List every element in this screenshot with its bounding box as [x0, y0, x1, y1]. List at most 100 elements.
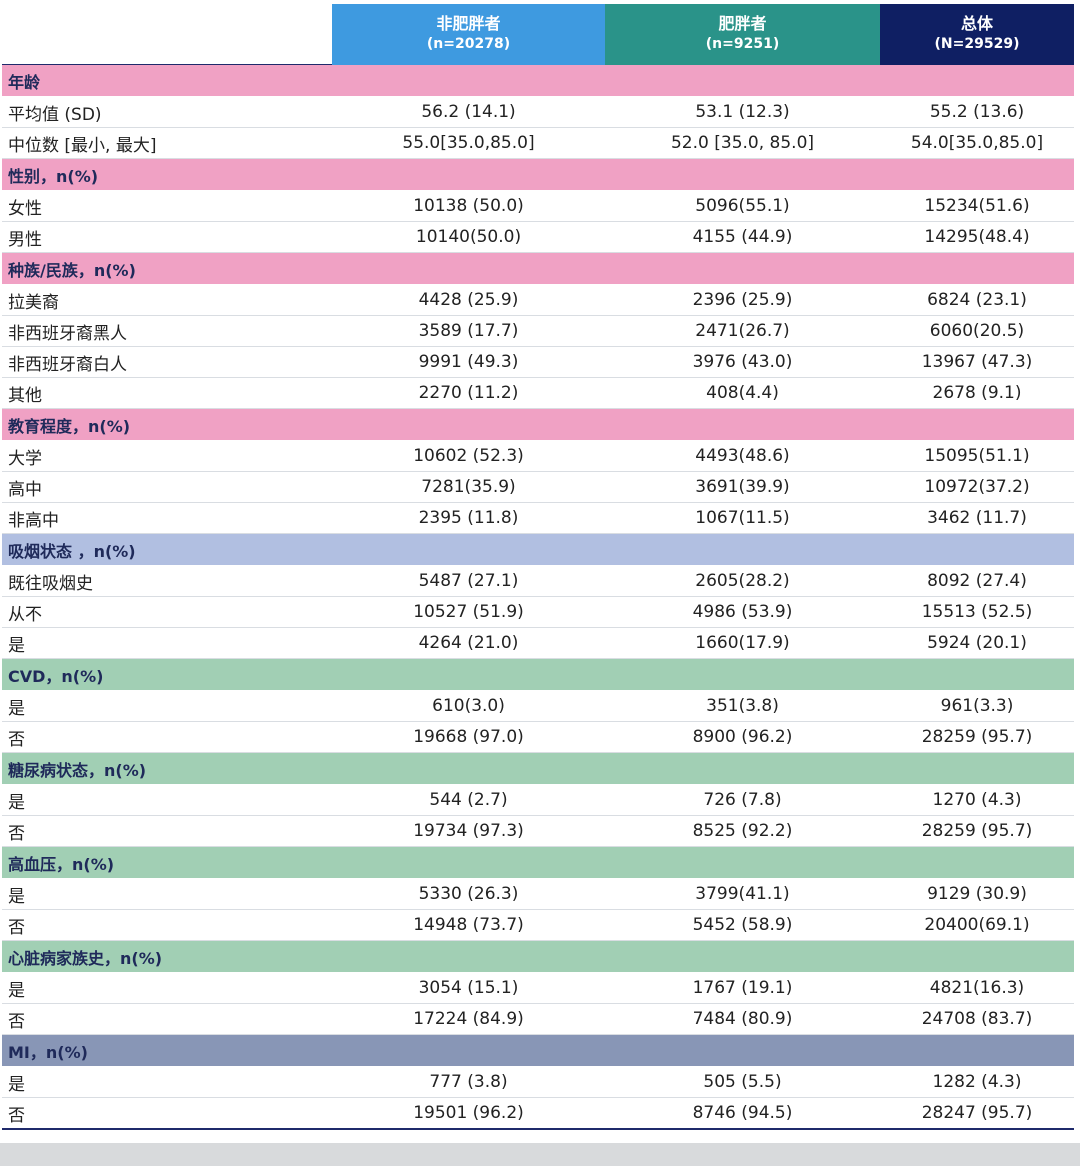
row-label: 是 [2, 1066, 332, 1098]
value-obese: 351(3.8) [605, 690, 880, 722]
table-row: 男性 10140(50.0) 4155 (44.9) 14295(48.4) [2, 221, 1074, 253]
section-title: CVD，n(%) [2, 658, 1074, 691]
value-non-obese: 4264 (21.0) [332, 627, 605, 659]
value-obese: 4986 (53.9) [605, 596, 880, 628]
value-overall: 14295(48.4) [880, 221, 1074, 253]
value-non-obese: 19501 (96.2) [332, 1097, 605, 1130]
value-non-obese: 5487 (27.1) [332, 565, 605, 597]
table-row: 否 17224 (84.9) 7484 (80.9) 24708 (83.7) [2, 1003, 1074, 1035]
value-non-obese: 5330 (26.3) [332, 878, 605, 910]
value-non-obese: 19734 (97.3) [332, 815, 605, 847]
table-row: 平均值 (SD) 56.2 (14.1) 53.1 (12.3) 55.2 (13.6… [2, 96, 1074, 128]
row-label: 非西班牙裔黑人 [2, 315, 332, 347]
section-header-row: 年龄 [2, 64, 1074, 97]
value-overall: 15513 (52.5) [880, 596, 1074, 628]
header-non-obese: 非肥胖者 (n=20278) [332, 4, 605, 65]
section-header-row: 糖尿病状态，n(%) [2, 752, 1074, 785]
header-obese: 肥胖者 (n=9251) [605, 4, 880, 65]
value-obese: 8900 (96.2) [605, 721, 880, 753]
value-overall: 4821(16.3) [880, 972, 1074, 1004]
value-obese: 726 (7.8) [605, 784, 880, 816]
table-row: 中位数 [最小, 最大] 55.0[35.0,85.0] 52.0 [35.0, 8… [2, 127, 1074, 159]
section-title: 年龄 [2, 64, 1074, 97]
table-row: 既往吸烟史 5487 (27.1) 2605(28.2) 8092 (27.4) [2, 565, 1074, 597]
table-row: 否 19734 (97.3) 8525 (92.2) 28259 (95.7) [2, 815, 1074, 847]
row-label: 拉美裔 [2, 284, 332, 316]
value-overall: 55.2 (13.6) [880, 96, 1074, 128]
value-non-obese: 544 (2.7) [332, 784, 605, 816]
section-title: 吸烟状态 ，n(%) [2, 533, 1074, 566]
value-obese: 1767 (19.1) [605, 972, 880, 1004]
table-row: 非西班牙裔黑人 3589 (17.7) 2471(26.7) 6060(20.5) [2, 315, 1074, 347]
section-title: 教育程度，n(%) [2, 408, 1074, 441]
table-header: 非肥胖者 (n=20278) 肥胖者 (n=9251) 总体 (N=29529) [2, 4, 1074, 65]
header-row: 非肥胖者 (n=20278) 肥胖者 (n=9251) 总体 (N=29529) [2, 4, 1074, 65]
header-overall-count: (N=29529) [934, 36, 1020, 53]
row-label: 女性 [2, 190, 332, 222]
table-row: 非西班牙裔白人 9991 (49.3) 3976 (43.0) 13967 (47.3… [2, 346, 1074, 378]
value-non-obese: 610(3.0) [332, 690, 605, 722]
header-blank-cell [2, 4, 332, 65]
row-label: 是 [2, 878, 332, 910]
table-row: 大学 10602 (52.3) 4493(48.6) 15095(51.1) [2, 440, 1074, 472]
row-label: 非高中 [2, 502, 332, 534]
value-non-obese: 14948 (73.7) [332, 909, 605, 941]
table-row: 是 610(3.0) 351(3.8) 961(3.3) [2, 690, 1074, 722]
row-label: 否 [2, 1003, 332, 1035]
value-overall: 24708 (83.7) [880, 1003, 1074, 1035]
value-obese: 2396 (25.9) [605, 284, 880, 316]
section-title: MI，n(%) [2, 1034, 1074, 1067]
table-row: 否 19501 (96.2) 8746 (94.5) 28247 (95.7) [2, 1097, 1074, 1130]
row-label: 大学 [2, 440, 332, 472]
row-label: 是 [2, 690, 332, 722]
value-obese: 5452 (58.9) [605, 909, 880, 941]
value-non-obese: 7281(35.9) [332, 471, 605, 503]
row-label: 是 [2, 627, 332, 659]
section-header-row: 性别，n(%) [2, 158, 1074, 191]
row-label: 否 [2, 721, 332, 753]
table-row: 是 3054 (15.1) 1767 (19.1) 4821(16.3) [2, 972, 1074, 1004]
table-row: 从不 10527 (51.9) 4986 (53.9) 15513 (52.5) [2, 596, 1074, 628]
value-obese: 3691(39.9) [605, 471, 880, 503]
row-label: 是 [2, 972, 332, 1004]
header-obese-name: 肥胖者 [718, 14, 767, 34]
value-overall: 2678 (9.1) [880, 377, 1074, 409]
value-non-obese: 10140(50.0) [332, 221, 605, 253]
header-overall-name: 总体 [960, 14, 993, 34]
row-label: 从不 [2, 596, 332, 628]
table-row: 其他 2270 (11.2) 408(4.4) 2678 (9.1) [2, 377, 1074, 409]
header-obese-count: (n=9251) [705, 36, 780, 53]
value-overall: 6824 (23.1) [880, 284, 1074, 316]
value-non-obese: 9991 (49.3) [332, 346, 605, 378]
value-non-obese: 17224 (84.9) [332, 1003, 605, 1035]
row-label: 非西班牙裔白人 [2, 346, 332, 378]
value-obese: 4493(48.6) [605, 440, 880, 472]
section-header-row: 心脏病家族史，n(%) [2, 940, 1074, 973]
section-header-row: 吸烟状态 ，n(%) [2, 533, 1074, 566]
section-header-row: 高血压，n(%) [2, 846, 1074, 879]
value-overall: 28247 (95.7) [880, 1097, 1074, 1130]
value-obese: 7484 (80.9) [605, 1003, 880, 1035]
value-overall: 8092 (27.4) [880, 565, 1074, 597]
value-overall: 10972(37.2) [880, 471, 1074, 503]
value-overall: 1270 (4.3) [880, 784, 1074, 816]
value-obese: 53.1 (12.3) [605, 96, 880, 128]
value-obese: 8525 (92.2) [605, 815, 880, 847]
table-row: 是 4264 (21.0) 1660(17.9) 5924 (20.1) [2, 627, 1074, 659]
value-obese: 4155 (44.9) [605, 221, 880, 253]
table-row: 是 544 (2.7) 726 (7.8) 1270 (4.3) [2, 784, 1074, 816]
value-obese: 52.0 [35.0, 85.0] [605, 127, 880, 159]
value-non-obese: 10138 (50.0) [332, 190, 605, 222]
section-title: 高血压，n(%) [2, 846, 1074, 879]
value-non-obese: 55.0[35.0,85.0] [332, 127, 605, 159]
value-non-obese: 2270 (11.2) [332, 377, 605, 409]
section-header-row: MI，n(%) [2, 1034, 1074, 1067]
value-non-obese: 19668 (97.0) [332, 721, 605, 753]
baseline-characteristics-table: 非肥胖者 (n=20278) 肥胖者 (n=9251) 总体 (N=29529)… [2, 4, 1074, 1130]
table-row: 否 19668 (97.0) 8900 (96.2) 28259 (95.7) [2, 721, 1074, 753]
value-overall: 28259 (95.7) [880, 721, 1074, 753]
table-body: 年龄 平均值 (SD) 56.2 (14.1) 53.1 (12.3) 55.2 (13… [2, 64, 1074, 1130]
table-row: 非高中 2395 (11.8) 1067(11.5) 3462 (11.7) [2, 502, 1074, 534]
value-obese: 2605(28.2) [605, 565, 880, 597]
